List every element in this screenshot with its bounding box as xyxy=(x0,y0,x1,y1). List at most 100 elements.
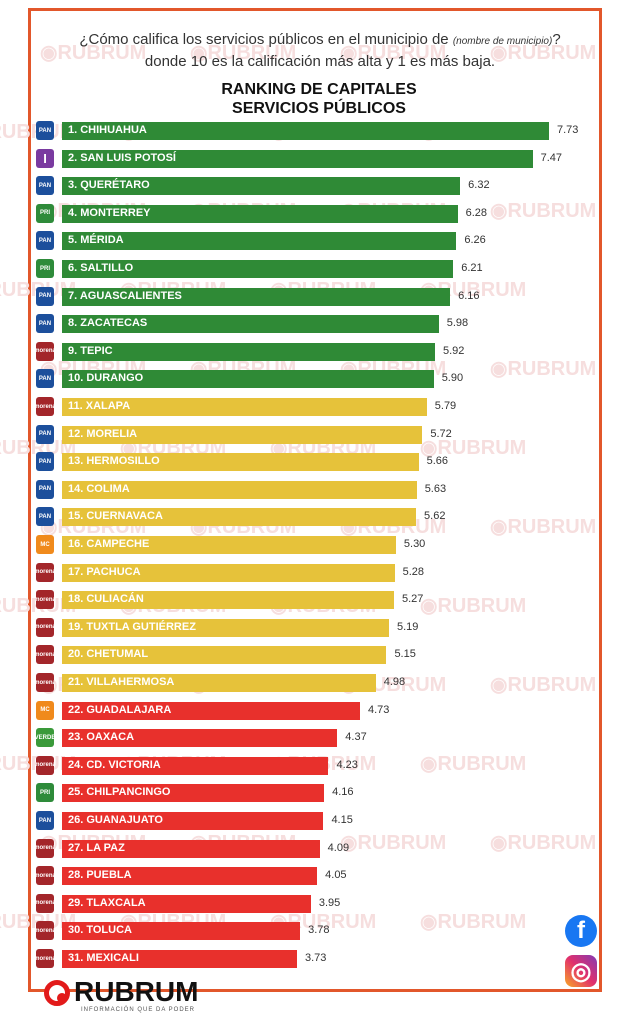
bar: 28. PUEBLA xyxy=(62,867,318,886)
value-label: 7.73 xyxy=(556,124,579,136)
value-label: 6.21 xyxy=(461,262,483,274)
value-label: 3.95 xyxy=(318,896,341,909)
facebook-glyph: f xyxy=(577,917,585,944)
party-logo-icon: PAN xyxy=(36,424,54,444)
party-logo-icon: PAN xyxy=(36,452,54,472)
bar-label: 13. HERMOSILLO xyxy=(68,455,160,468)
bar-label: 15. CUERNAVACA xyxy=(68,510,163,523)
value-label: 5.15 xyxy=(394,648,416,661)
party-logo-icon: PRI xyxy=(36,783,54,803)
bar: 4. MONTERREY xyxy=(62,204,458,223)
party-logo-icon: PAN xyxy=(36,121,54,140)
bar-label: 31. MEXICALI xyxy=(68,952,139,964)
bar: 15. CUERNAVACA xyxy=(62,508,417,527)
watermark: ◉RUBRUM xyxy=(490,832,597,854)
value-label: 5.19 xyxy=(396,620,419,633)
instagram-icon[interactable]: ◎ xyxy=(565,955,597,987)
chart-frame xyxy=(28,8,602,992)
bar: 25. CHILPANCINGO xyxy=(62,784,325,803)
value-label: 3.73 xyxy=(304,952,327,964)
value-label: 4.23 xyxy=(336,758,358,771)
party-logo-icon: PRI xyxy=(36,259,54,278)
value-label: 5.92 xyxy=(442,344,465,357)
question-italic: (nombre de municipio) xyxy=(452,36,553,47)
bar: 7. AGUASCALIENTES xyxy=(62,287,451,306)
watermark: ◉RUBRUM xyxy=(420,595,527,617)
bar-label: 26. GUANAJUATO xyxy=(68,814,163,826)
facebook-icon[interactable]: f xyxy=(565,915,597,947)
bar-label: 22. GUADALAJARA xyxy=(68,703,172,716)
value-label: 4.16 xyxy=(332,786,354,799)
value-label: 6.32 xyxy=(468,179,490,192)
bar-label: 10. DURANGO xyxy=(68,372,144,385)
party-logo-icon: morena xyxy=(36,341,54,361)
value-label: 4.37 xyxy=(345,731,367,744)
survey-question: ¿Cómo califica los servicios públicos en… xyxy=(60,30,580,72)
party-logo-icon: morena xyxy=(36,617,54,637)
bar: 31. MEXICALI xyxy=(62,950,297,968)
bar-label: 5. MÉRIDA xyxy=(68,234,124,247)
bar-label: 30. TOLUCA xyxy=(68,924,132,937)
question-text: ¿Cómo califica los servicios públicos en… xyxy=(79,31,453,48)
value-label: 5.27 xyxy=(402,593,424,606)
chart-subtitle: SERVICIOS PÚBLICOS xyxy=(232,100,406,117)
chart-title: RANKING DE CAPITALES xyxy=(221,81,417,98)
bar: 17. PACHUCA xyxy=(62,563,395,582)
party-logo-icon: MC xyxy=(36,535,54,554)
bar: 10. DURANGO xyxy=(62,370,434,389)
instagram-glyph: ◎ xyxy=(570,957,592,985)
bar: 2. SAN LUIS POTOSÍ xyxy=(62,149,533,168)
bar-label: 6. SALTILLO xyxy=(68,262,134,274)
bar: 5. MÉRIDA xyxy=(62,232,457,251)
bar-label: 24. CD. VICTORIA xyxy=(68,758,161,771)
bar-label: 2. SAN LUIS POTOSÍ xyxy=(68,151,176,164)
party-logo-icon: morena xyxy=(36,673,54,692)
party-logo-icon: PAN xyxy=(36,507,54,527)
watermark: ◉RUBRUM xyxy=(490,516,597,538)
party-logo-icon: MC xyxy=(36,700,54,720)
value-label: 6.16 xyxy=(458,289,480,302)
watermark: ◉RUBRUM xyxy=(420,911,527,933)
bar-label: 17. PACHUCA xyxy=(68,565,141,578)
bar-label: 25. CHILPANCINGO xyxy=(68,786,171,799)
bar: 29. TLAXCALA xyxy=(62,894,311,913)
value-label: 5.28 xyxy=(402,565,425,578)
bar-label: 19. TUXTLA GUTIÉRREZ xyxy=(68,620,196,633)
bar-label: 12. MORELIA xyxy=(68,427,138,440)
bar-label: 18. CULIACÁN xyxy=(68,593,144,606)
bar-label: 14. COLIMA xyxy=(68,482,130,495)
bar-label: 7. AGUASCALIENTES xyxy=(68,289,182,302)
value-label: 5.66 xyxy=(426,455,448,468)
bar: 27. LA PAZ xyxy=(62,839,320,858)
value-label: 6.28 xyxy=(465,206,488,219)
brand-ring-icon xyxy=(44,980,70,1006)
value-label: 4.05 xyxy=(325,869,347,882)
value-label: 5.62 xyxy=(424,510,446,523)
bar: 9. TEPIC xyxy=(62,342,435,361)
value-label: 5.63 xyxy=(424,482,447,495)
watermark: ◉RUBRUM xyxy=(420,753,527,775)
party-logo-icon: morena xyxy=(36,590,54,610)
bar: 11. XALAPA xyxy=(62,398,427,416)
watermark: ◉RUBRUM xyxy=(340,42,447,64)
bar-label: 16. CAMPECHE xyxy=(68,538,150,550)
party-logo-icon: morena xyxy=(36,755,54,775)
bar-label: 27. LA PAZ xyxy=(68,841,125,854)
party-logo-icon: morena xyxy=(36,645,54,665)
bar: 20. CHETUMAL xyxy=(62,646,387,665)
bar-label: 28. PUEBLA xyxy=(68,869,132,882)
bar-label: 9. TEPIC xyxy=(68,344,113,357)
party-logo-icon: morena xyxy=(36,949,54,968)
brand-name: RUBRUM xyxy=(74,976,199,1007)
bar: 6. SALTILLO xyxy=(62,260,454,278)
party-logo-icon: PAN xyxy=(36,314,54,334)
party-logo-icon: PAN xyxy=(36,286,54,306)
party-logo-icon: PRI xyxy=(36,203,54,223)
bar: 13. HERMOSILLO xyxy=(62,453,419,472)
bar: 1. CHIHUAHUA xyxy=(62,122,549,140)
bar-label: 3. QUERÉTARO xyxy=(68,179,150,192)
bar: 26. GUANAJUATO xyxy=(62,812,324,830)
party-logo-icon: VERDE xyxy=(36,728,54,748)
value-label: 5.90 xyxy=(441,372,464,385)
party-logo-icon: PAN xyxy=(36,479,54,499)
